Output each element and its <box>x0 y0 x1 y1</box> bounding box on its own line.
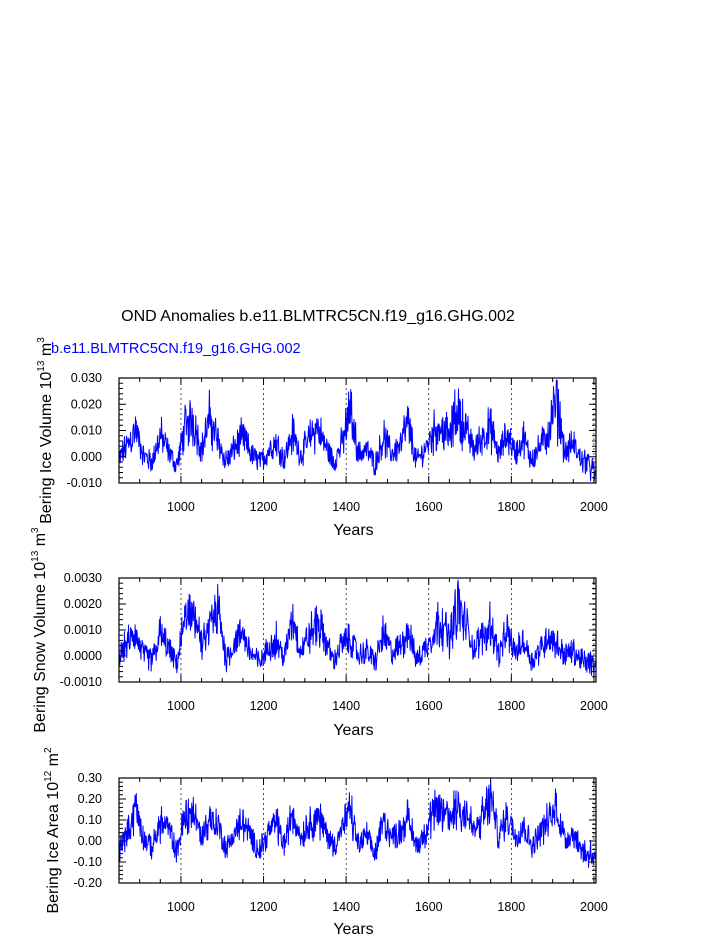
x-tick-label: 1600 <box>415 900 443 914</box>
x-tick-label: 1000 <box>167 699 195 713</box>
y-axis-label: Bering Ice Volume 1013 m3 <box>36 337 55 524</box>
legend-label: b.e11.BLMTRC5CN.f19_g16.GHG.002 <box>51 341 301 357</box>
x-axis-label: Years <box>333 522 373 539</box>
chart-panel-3: 1000 1200 1400 1600 1800 2000 -0.20 -0.10 0.00 0.… <box>43 747 608 935</box>
x-tick-label: 1800 <box>497 699 525 713</box>
x-tick-label: 1800 <box>497 900 525 914</box>
y-axis-label: Bering Ice Area 1012 m2 <box>43 747 62 914</box>
chart-panel-1: 1000 1200 1400 1600 1800 2000 -0.010 0.000 0.010… <box>36 337 608 539</box>
y-tick-label: -0.20 <box>74 876 103 890</box>
x-tick-label: 1600 <box>415 500 443 514</box>
x-tick-label: 1200 <box>250 500 278 514</box>
x-tick-label: 1800 <box>497 500 525 514</box>
series-line <box>118 780 597 868</box>
x-tick-label: 1400 <box>332 900 360 914</box>
plot-frame <box>118 777 597 884</box>
chart-title: OND Anomalies b.e11.BLMTRC5CN.f19_g16.GH… <box>121 308 515 325</box>
x-tick-label: 1000 <box>167 500 195 514</box>
x-tick-label: 1400 <box>332 699 360 713</box>
x-tick-label: 2000 <box>580 699 608 713</box>
chart-panel-2: 1000 1200 1400 1600 1800 2000 -0.0010 0.0000 0.0… <box>30 527 608 739</box>
y-tick-label: 0.00 <box>78 834 102 848</box>
series-line <box>118 579 597 677</box>
y-tick-label: 0.030 <box>71 371 102 385</box>
y-tick-label: -0.0010 <box>60 675 102 689</box>
y-tick-label: 0.0010 <box>64 623 102 637</box>
y-tick-label: -0.010 <box>67 476 102 490</box>
x-tick-label: 2000 <box>580 500 608 514</box>
y-tick-label: 0.000 <box>71 450 102 464</box>
x-tick-label: 1200 <box>250 699 278 713</box>
x-tick-label: 1400 <box>332 500 360 514</box>
x-tick-label: 1200 <box>250 900 278 914</box>
y-tick-label: 0.0030 <box>64 571 102 585</box>
y-tick-label: 0.0000 <box>64 649 102 663</box>
y-tick-label: 0.30 <box>78 771 102 785</box>
x-axis-label: Years <box>333 921 373 935</box>
y-axis-label: Bering Snow Volume 1013 m3 <box>30 527 49 733</box>
y-tick-label: -0.10 <box>74 855 103 869</box>
y-tick-label: 0.010 <box>71 424 102 438</box>
x-tick-label: 1000 <box>167 900 195 914</box>
y-tick-label: 0.10 <box>78 813 102 827</box>
y-tick-label: 0.020 <box>71 397 102 411</box>
series-line <box>118 379 597 482</box>
x-tick-label: 1600 <box>415 699 443 713</box>
x-tick-label: 2000 <box>580 900 608 914</box>
y-tick-label: 0.20 <box>78 792 102 806</box>
x-axis-label: Years <box>333 722 373 739</box>
y-tick-label: 0.0020 <box>64 597 102 611</box>
